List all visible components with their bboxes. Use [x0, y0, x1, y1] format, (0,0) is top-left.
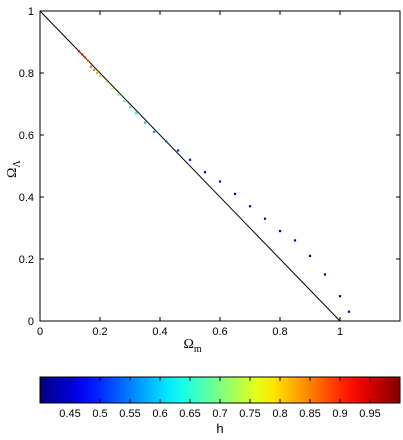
- colorbar-tick-label: 0.6: [152, 408, 167, 420]
- data-point: [128, 106, 132, 109]
- y-tick-label: 0.2: [19, 254, 34, 266]
- y-tick-label: 0.8: [19, 68, 34, 80]
- colorbar-tick-label: 0.65: [179, 408, 200, 420]
- data-point: [86, 59, 90, 62]
- data-point: [89, 65, 93, 68]
- colorbar-tick-label: 0.95: [359, 408, 380, 420]
- colorbar: 0.45 0.5 0.55 0.6 0.65 0.7 0.75 0.8 0.85 0.9 0.95 h: [39, 376, 401, 436]
- data-point: [116, 93, 120, 96]
- data-point: [104, 81, 108, 84]
- x-tick-label: 1: [337, 326, 343, 338]
- data-point: [152, 130, 156, 133]
- data-point: [263, 217, 267, 220]
- colorbar-tick-label: 0.85: [299, 408, 320, 420]
- reference-line: [39, 10, 341, 322]
- y-tick-label: 0.4: [19, 192, 34, 204]
- data-point: [347, 310, 351, 313]
- data-point: [338, 295, 342, 298]
- data-point: [143, 121, 147, 124]
- data-point: [110, 87, 114, 90]
- x-tick-label: 0.6: [212, 326, 227, 338]
- data-point: [77, 50, 81, 53]
- colorbar-tick-label: 0.8: [272, 408, 287, 420]
- y-tick-label: 0: [28, 316, 34, 328]
- data-point: [248, 205, 252, 208]
- data-point: [188, 158, 192, 161]
- data-point: [92, 68, 96, 71]
- colorbar-tick-label: 0.7: [212, 408, 227, 420]
- colorbar-tick-label: 0.75: [239, 408, 260, 420]
- colorbar-tick-label: 0.55: [119, 408, 140, 420]
- colorbar-tick-label: 0.9: [332, 408, 347, 420]
- data-point: [95, 71, 99, 75]
- data-point: [233, 192, 237, 195]
- plot-frame: [39, 10, 401, 322]
- data-point: [122, 99, 126, 102]
- plot-area: 0 0.2 0.4 0.6 0.8 1 0 0.2 0.4 0.6 0.8 1 Ωm ΩΛ: [5, 6, 401, 355]
- y-tick-label: 1: [28, 6, 34, 18]
- x-tick-label: 0.8: [272, 326, 287, 338]
- x-tick-label: 0: [37, 326, 43, 338]
- x-tick-label: 0.4: [152, 326, 167, 338]
- x-tick-label: 0.2: [92, 326, 107, 338]
- data-point: [218, 180, 222, 183]
- data-point: [203, 171, 207, 174]
- colorbar-tick-label: 0.45: [59, 408, 80, 420]
- data-point: [164, 140, 168, 143]
- data-point: [308, 254, 312, 257]
- data-point: [176, 149, 180, 152]
- data-point: [293, 239, 297, 242]
- y-tick-label: 0.6: [19, 130, 34, 142]
- colorbar-title: h: [216, 421, 223, 436]
- data-point: [83, 56, 87, 59]
- data-point: [323, 273, 327, 276]
- x-axis-title: Ωm: [184, 337, 202, 355]
- data-point: [80, 53, 84, 56]
- colorbar-tick-label: 0.5: [92, 408, 107, 420]
- y-axis-title: ΩΛ: [5, 160, 23, 178]
- data-point: [98, 75, 102, 78]
- data-point: [278, 230, 282, 233]
- data-point: [134, 112, 138, 115]
